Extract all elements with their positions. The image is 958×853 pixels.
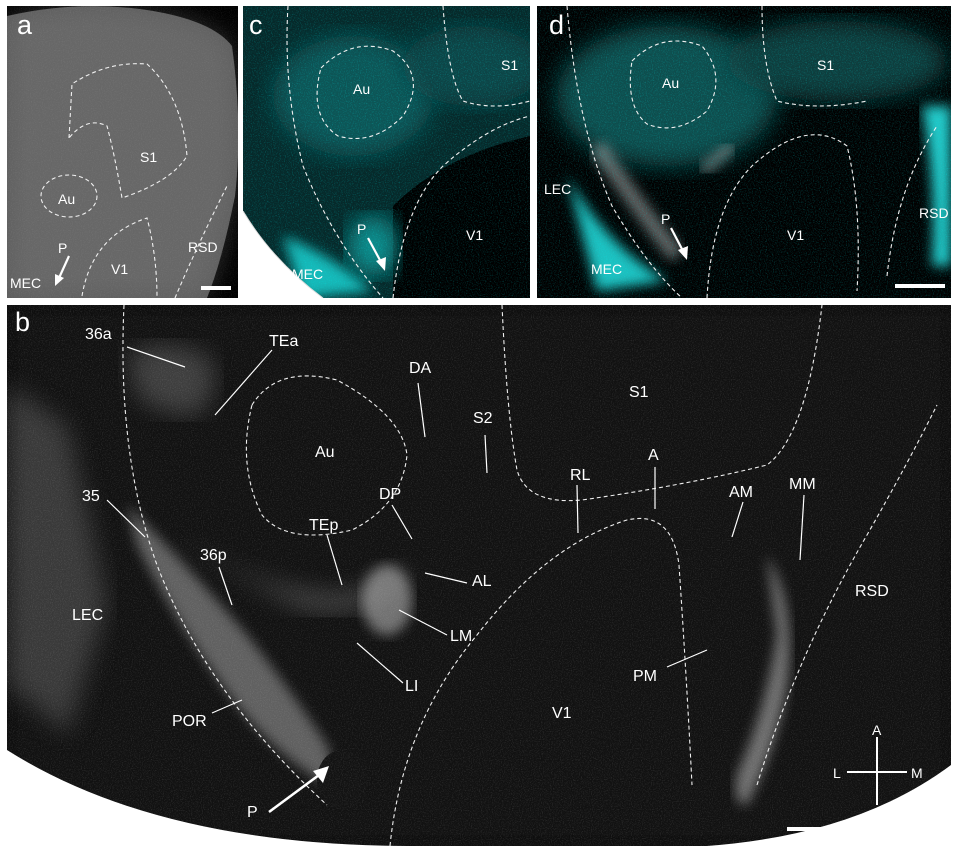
label-s2: S2 [473,410,493,427]
label-mec: MEC [591,261,623,277]
label-rsd: RSD [188,239,218,255]
label-dp: DP [379,486,402,503]
label-mec: MEC [292,266,324,282]
compass-icon [847,737,907,805]
panel-a-image [7,6,238,298]
label-da: DA [409,360,432,377]
label-au: Au [662,75,680,91]
panel-a: a S1 Au P V1 RSD MEC [7,6,238,298]
panel-c-image [243,6,530,298]
label-rl: RL [570,467,591,484]
scale-bar [895,284,945,288]
label-v1: V1 [111,261,129,277]
panel-c: c Au S1 P V1 MEC [243,6,530,298]
label-s1: S1 [817,57,835,73]
panel-letter-c: c [249,10,263,40]
label-pm: PM [633,668,657,685]
label-mm: MM [789,476,816,493]
label-s1: S1 [501,57,519,73]
label-mec: MEC [10,275,42,291]
label-al: AL [472,573,492,590]
label-au: Au [315,444,335,461]
label-p: P [357,221,367,237]
label-rsd: RSD [919,205,949,221]
label-p: P [661,211,671,227]
label-tep: TEp [309,517,339,534]
label-36a: 36a [85,326,112,343]
label-35: 35 [82,488,100,505]
panel-letter-d: d [549,10,565,40]
label-lec: LEC [72,607,104,624]
compass-p: P [872,806,882,822]
panel-d: d Au S1 LEC P V1 RSD MEC [537,6,951,298]
panel-b-image [7,305,951,846]
label-v1: V1 [787,227,805,243]
label-am: AM [729,484,753,501]
label-lec: LEC [544,181,572,197]
label-au: Au [353,81,371,97]
label-s1: S1 [629,384,649,401]
compass-m: M [911,765,923,781]
compass-l: L [833,765,841,781]
label-p: P [58,240,68,256]
panel-d-image [537,6,951,298]
label-v1: V1 [552,705,572,722]
label-rsd: RSD [855,583,889,600]
label-a: A [648,447,659,464]
label-s1: S1 [140,149,158,165]
scale-bar [787,827,939,831]
label-por: POR [172,713,207,730]
panel-letter-a: a [17,10,33,40]
label-au: Au [58,191,76,207]
panel-b: b 36a TEa DA S1 S2 Au RL A AM MM 35 DP T… [7,305,951,846]
arrow-icon [313,766,329,783]
scale-bar [201,286,231,290]
compass-a: A [872,722,882,738]
label-lm: LM [450,628,473,645]
label-tea: TEa [269,333,299,350]
label-36p: 36p [200,547,227,564]
panel-letter-b: b [15,307,31,337]
label-li: LI [405,678,419,695]
label-p: P [247,804,258,821]
label-v1: V1 [466,227,484,243]
